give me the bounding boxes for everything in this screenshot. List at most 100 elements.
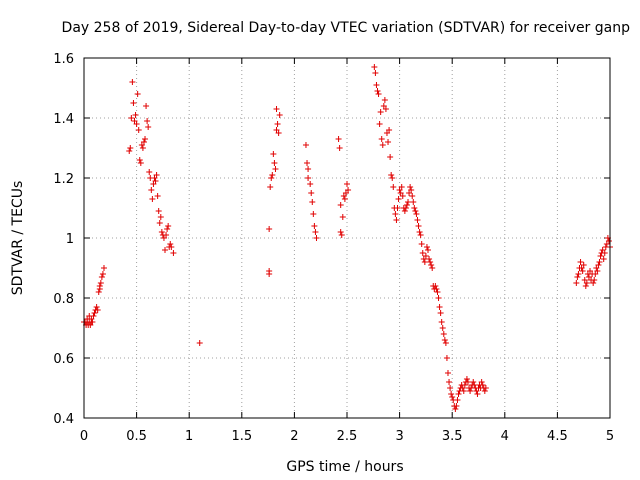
data-point xyxy=(270,151,277,157)
x-tick-label: 1.5 xyxy=(231,429,252,444)
data-point xyxy=(405,199,412,205)
data-point xyxy=(453,403,460,409)
data-point xyxy=(164,226,171,232)
data-point xyxy=(467,388,474,394)
data-point xyxy=(376,121,383,127)
data-point xyxy=(412,208,419,214)
data-point xyxy=(170,250,177,256)
data-point xyxy=(382,106,389,112)
data-point xyxy=(444,370,451,376)
data-point xyxy=(140,139,147,145)
y-tick-label: 1.4 xyxy=(53,112,74,127)
data-point xyxy=(374,88,381,94)
data-point xyxy=(268,175,275,181)
data-point xyxy=(128,115,135,121)
data-point xyxy=(269,172,276,178)
data-point xyxy=(271,160,278,166)
data-point xyxy=(163,232,170,238)
data-point xyxy=(421,259,428,265)
x-tick-label: 3.5 xyxy=(442,429,463,444)
data-point xyxy=(574,274,581,280)
x-tick-label: 1 xyxy=(185,429,193,444)
data-point xyxy=(398,184,405,190)
data-point xyxy=(393,217,400,223)
data-point xyxy=(97,280,104,286)
data-point xyxy=(307,181,314,187)
data-point xyxy=(337,202,344,208)
data-point xyxy=(461,382,468,388)
data-point xyxy=(142,136,149,142)
data-point xyxy=(388,172,395,178)
axis-ticks: 0 0.5 1 1.5 2 2.5 3 3.5 4 4.5 5 0.4 0.6 0.8 1 1.2 1.4 1.6 xyxy=(53,52,614,444)
data-point xyxy=(441,337,448,343)
data-point xyxy=(337,229,344,235)
x-tick-label: 2.5 xyxy=(337,429,358,444)
data-point xyxy=(196,340,203,346)
data-point xyxy=(371,64,378,70)
data-point xyxy=(434,289,441,295)
data-point xyxy=(463,376,470,382)
data-point xyxy=(135,127,142,133)
y-tick-label: 1 xyxy=(66,232,74,247)
data-point xyxy=(411,205,418,211)
data-point xyxy=(143,103,150,109)
data-point xyxy=(344,181,350,187)
data-point xyxy=(275,130,282,136)
data-point xyxy=(378,136,385,142)
data-point xyxy=(407,184,414,190)
data-point xyxy=(309,199,316,205)
data-point xyxy=(429,265,436,271)
data-point xyxy=(436,304,443,310)
data-point xyxy=(427,259,434,265)
data-point xyxy=(577,259,584,265)
data-point xyxy=(146,169,153,175)
x-tick-label: 2 xyxy=(290,429,298,444)
data-point xyxy=(304,160,311,166)
data-point xyxy=(381,97,388,103)
data-point xyxy=(152,178,159,184)
data-point xyxy=(464,379,471,385)
x-tick-label: 0 xyxy=(80,429,88,444)
data-point xyxy=(126,148,133,154)
data-point xyxy=(416,229,423,235)
data-points xyxy=(81,64,613,412)
data-point xyxy=(417,232,424,238)
data-point xyxy=(144,118,151,124)
data-point xyxy=(137,160,144,166)
data-point xyxy=(410,199,417,205)
data-point xyxy=(98,274,105,280)
data-point xyxy=(478,379,485,385)
data-point xyxy=(386,127,393,133)
x-axis-label: GPS time / hours xyxy=(286,459,403,475)
data-point xyxy=(93,304,100,310)
data-point xyxy=(153,172,160,178)
data-point xyxy=(165,223,172,229)
data-point xyxy=(591,277,598,283)
y-tick-label: 1.2 xyxy=(53,172,74,187)
data-point xyxy=(401,208,408,214)
data-point xyxy=(302,142,309,148)
data-point xyxy=(402,205,409,211)
data-point xyxy=(308,190,315,196)
data-point xyxy=(392,211,399,217)
data-point xyxy=(339,214,346,220)
data-point xyxy=(438,319,445,325)
data-point xyxy=(149,196,156,202)
data-point xyxy=(470,379,477,385)
data-point xyxy=(428,262,435,268)
data-point xyxy=(276,112,283,118)
data-point xyxy=(379,142,386,148)
data-point xyxy=(341,196,348,202)
y-tick-label: 0.4 xyxy=(53,412,74,427)
data-point xyxy=(449,394,456,400)
data-point xyxy=(373,82,380,88)
data-point xyxy=(418,241,425,247)
data-point xyxy=(415,223,422,229)
data-point xyxy=(605,238,612,244)
data-point xyxy=(442,340,449,346)
data-point xyxy=(311,223,318,229)
data-point xyxy=(433,286,440,292)
data-point xyxy=(435,295,442,301)
data-point xyxy=(139,145,146,151)
